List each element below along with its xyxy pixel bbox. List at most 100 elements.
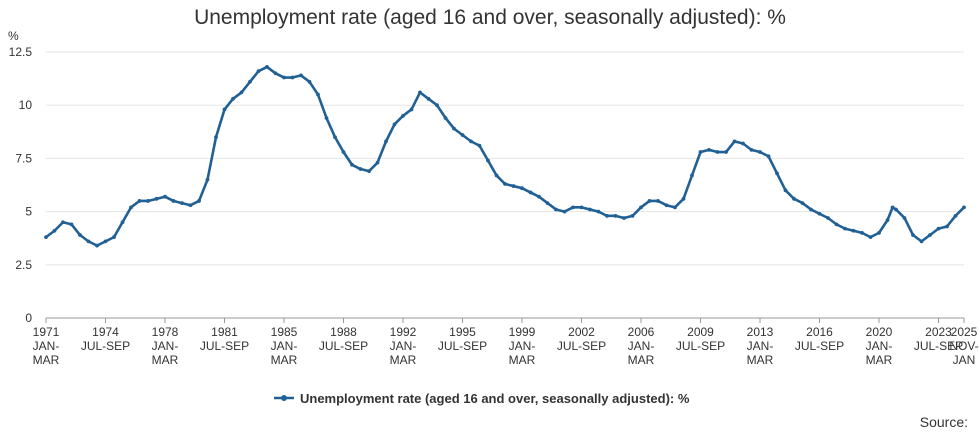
data-point [826,216,830,220]
x-tick-label: JUL-SEP [914,339,963,353]
data-point [324,116,329,120]
x-tick-label: JUL-SEP [81,339,130,353]
data-point [282,75,286,80]
data-point [919,239,924,244]
data-point [681,196,686,201]
legend[interactable]: Unemployment rate (aged 16 and over, sea… [274,391,690,406]
x-tick-label: JUL-SEP [438,339,487,353]
y-tick-label: 7.5 [15,151,32,165]
data-point [316,92,320,97]
data-point [596,209,601,214]
data-point [588,207,592,212]
x-tick-label: JUL-SEP [200,339,249,353]
y-tick-label: 0 [25,311,32,325]
data-point [486,158,490,163]
x-tick-label: JAN- [33,339,60,353]
data-point [894,207,898,212]
data-point [809,207,813,212]
x-tick-label: 2016 [806,325,833,339]
data-point [78,233,82,237]
x-tick-label: MAR [747,353,774,367]
data-point [545,201,550,205]
data-point [783,188,788,193]
data-point [367,169,371,174]
series-line [44,65,966,247]
data-point [732,139,737,144]
data-point [860,230,864,235]
data-point [86,239,91,244]
data-point [494,173,499,178]
legend-item[interactable]: Unemployment rate (aged 16 and over, sea… [300,391,690,406]
source-label: Source: [919,414,968,430]
data-point [673,205,677,210]
chart-title: Unemployment rate (aged 16 and over, sea… [194,6,786,29]
x-tick-label: 1978 [152,325,179,339]
data-point [418,90,422,95]
x-tick-label: JAN- [152,339,179,353]
x-tick-label: MAR [866,353,893,367]
x-tick-label: JAN- [271,339,298,353]
data-point [299,73,303,78]
x-tick-label: 2025 [951,325,978,339]
data-point [792,196,796,201]
x-tick-label: 2013 [747,325,774,339]
data-point [290,75,295,80]
x-tick-label: 1974 [92,325,119,339]
data-point [171,199,176,203]
data-point [69,222,74,227]
data-point [613,213,618,218]
x-tick-label: 1985 [271,325,298,339]
data-point [800,201,805,205]
y-tick-label: 10 [19,98,33,112]
data-point [953,213,958,218]
data-point [307,79,312,84]
x-tick-label: MAR [33,353,60,367]
data-point [112,235,116,240]
data-point [911,233,915,237]
data-point [180,201,184,205]
x-tick-label: 1981 [211,325,238,339]
data-point [690,173,694,178]
data-point [902,216,907,220]
data-point [401,113,405,118]
x-tick-labels: 1971JAN-MAR1974JUL-SEP1978JAN-MAR1981JUL… [33,318,979,367]
data-point [843,226,847,231]
x-tick-label: JAN- [747,339,774,353]
data-point [868,235,873,240]
x-tick-label: 1971 [33,325,60,339]
x-tick-label: MAR [509,353,536,367]
data-point [231,96,235,101]
data-point [154,196,159,201]
data-point [630,213,635,218]
x-tick-label: JUL-SEP [557,339,606,353]
data-point [409,107,414,112]
x-tick-label: MAR [271,353,298,367]
data-point [214,135,218,140]
data-point [817,211,822,216]
data-point [477,143,482,148]
y-axis-label: % [8,29,19,43]
data-point [537,194,541,199]
data-point [511,184,516,188]
legend-marker-icon [281,395,287,401]
x-tick-label: 2020 [866,325,893,339]
data-point [435,103,439,108]
data-point [928,233,932,237]
x-tick-label: 2023 [925,325,952,339]
data-point [562,209,567,214]
data-point [392,122,397,127]
data-point [469,139,473,144]
data-point [605,213,609,218]
x-tick-label: JAN [953,353,976,367]
y-tick-labels: 0 2.5 5 7.5 10 12.5 [9,45,33,325]
y-tick-label: 2.5 [15,258,32,272]
data-point [137,199,142,203]
data-point [239,90,244,95]
data-point [197,199,201,203]
x-tick-label: 2009 [687,325,714,339]
x-tick-label: 1999 [509,325,536,339]
data-point [341,150,346,154]
x-tick-label: 2002 [568,325,595,339]
data-point [724,150,728,154]
